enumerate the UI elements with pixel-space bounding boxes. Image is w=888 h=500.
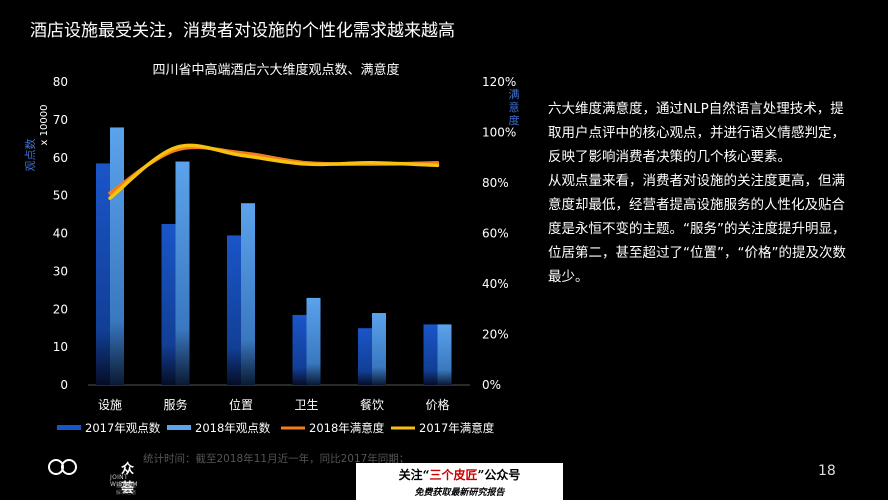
bar-2018-4 bbox=[372, 313, 386, 385]
left-axis-unit: x 10000 bbox=[39, 105, 50, 146]
right-tick-label: 120% bbox=[482, 75, 516, 89]
slide-title: 酒店设施最受关注，消费者对设施的个性化需求越来越高 bbox=[30, 21, 455, 41]
bar-2018-2 bbox=[241, 203, 255, 385]
description-paragraph-1: 六大维度满意度，通过NLP自然语言处理技术，提取用户点评中的核心观点，并进行语义… bbox=[548, 101, 845, 165]
banner-highlight: 三个皮匠 bbox=[429, 468, 478, 482]
banner-post: ”公众号 bbox=[477, 468, 521, 482]
footnote: 统计时间：截至2018年11月近一年，同比2017年同期； bbox=[143, 453, 410, 465]
logo-english: JOINT WISDOM bbox=[110, 474, 138, 488]
legend-label: 2017年观点数 bbox=[85, 421, 161, 435]
right-tick-label: 20% bbox=[482, 328, 509, 342]
right-tick-label: 0% bbox=[482, 378, 501, 392]
right-tick-label: 60% bbox=[482, 227, 509, 241]
banner-pre: 关注“ bbox=[398, 468, 430, 482]
right-tick-label: 80% bbox=[482, 176, 509, 190]
bar-2017-1 bbox=[161, 224, 176, 385]
left-tick-label: 80 bbox=[53, 75, 68, 89]
bar-2018-1 bbox=[175, 161, 190, 385]
x-tick-label: 价格 bbox=[425, 397, 449, 412]
right-tick-label: 100% bbox=[482, 126, 516, 140]
bar-2017-2 bbox=[227, 235, 241, 385]
right-tick-label: 40% bbox=[482, 277, 509, 291]
left-tick-label: 30 bbox=[53, 264, 68, 278]
legend-swatch bbox=[167, 425, 191, 430]
line-2017-satisfaction bbox=[108, 143, 440, 200]
logo-infinity-icon bbox=[48, 459, 77, 475]
bar-2018-5 bbox=[437, 324, 452, 385]
description-paragraph-2: 从观点量来看，消费者对设施的关注度更高，但满意度却最低，经营者提高设施服务的人性… bbox=[548, 173, 846, 285]
legend-label: 2017年满意度 bbox=[419, 421, 495, 435]
x-tick-label: 位置 bbox=[229, 397, 253, 412]
bar-2018-3 bbox=[306, 297, 321, 385]
left-tick-label: 50 bbox=[53, 189, 68, 203]
bar-2018-0 bbox=[110, 127, 124, 385]
legend-label: 2018年满意度 bbox=[309, 421, 385, 435]
bar-2017-5 bbox=[423, 324, 438, 385]
x-tick-label: 服务 bbox=[163, 397, 187, 412]
left-tick-label: 40 bbox=[53, 227, 68, 241]
right-axis-label-text: 满意度 bbox=[509, 88, 520, 127]
x-tick-label: 餐饮 bbox=[360, 397, 384, 412]
banner-line-2: 免费获取最新研究报告 bbox=[414, 488, 505, 498]
line-2018-satisfaction bbox=[108, 145, 440, 195]
left-tick-label: 0 bbox=[60, 378, 68, 392]
left-tick-label: 10 bbox=[53, 340, 68, 354]
legend-label: 2018年观点数 bbox=[195, 421, 271, 435]
page-number: 18 bbox=[818, 463, 836, 479]
promo-banner: 关注“三个皮匠”公众号 免费获取最新研究报告 bbox=[356, 463, 563, 500]
left-tick-label: 60 bbox=[53, 151, 68, 165]
bar-2017-0 bbox=[96, 163, 110, 385]
legend-swatch bbox=[57, 425, 81, 430]
chart-title: 四川省中高端酒店六大维度观点数、满意度 bbox=[152, 62, 399, 78]
right-axis-label: 满意度 bbox=[509, 88, 520, 127]
banner-line-1: 关注“三个皮匠”公众号 bbox=[356, 466, 563, 483]
x-tick-label: 卫生 bbox=[294, 398, 318, 412]
x-tick-label: 设施 bbox=[98, 398, 122, 412]
bar-2017-4 bbox=[358, 328, 372, 385]
left-tick-label: 70 bbox=[53, 113, 68, 127]
company-logo: 众荟 JOINT WISDOM 酒店智能解决之道 bbox=[48, 452, 138, 496]
left-tick-label: 20 bbox=[53, 302, 68, 316]
description: 六大维度满意度，通过NLP自然语言处理技术，提取用户点评中的核心观点，并进行语义… bbox=[548, 97, 848, 289]
left-axis-label: 观点数 bbox=[24, 139, 37, 172]
logo-name: 众荟 bbox=[121, 462, 135, 496]
logo-subtitle: 酒店智能解决之道 bbox=[116, 483, 137, 496]
bar-2017-3 bbox=[292, 314, 307, 385]
